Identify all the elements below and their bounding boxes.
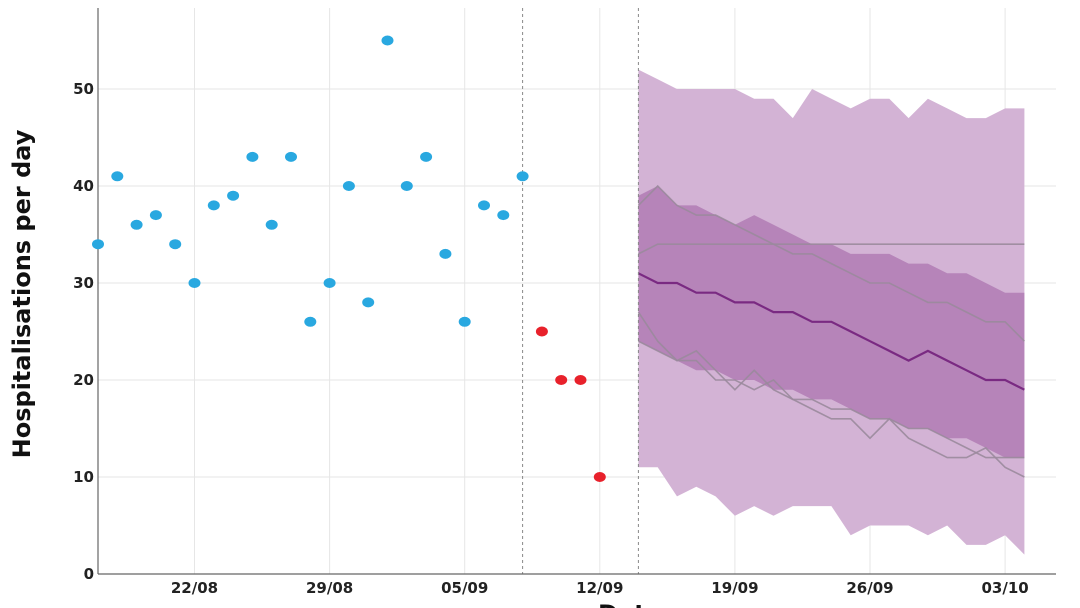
simulation-line	[638, 340, 1025, 478]
observed-data-point	[342, 181, 355, 191]
x-tick-label: 12/09	[576, 579, 623, 597]
observed-data-point	[169, 239, 182, 250]
simulation-line	[637, 184, 1025, 342]
y-tick-label: 10	[73, 468, 94, 486]
recent-data-point	[555, 375, 568, 385]
x-tick-label: 26/09	[846, 579, 893, 597]
x-tick-label: 05/09	[441, 579, 488, 597]
observed-data-point	[516, 171, 529, 182]
observed-data-point	[246, 151, 259, 162]
observed-data-point	[420, 151, 433, 162]
x-tick-label: 22/08	[171, 579, 218, 597]
y-tick-label: 50	[73, 80, 94, 98]
y-axis-label: Hospitalisations per day	[8, 129, 36, 458]
observed-data-point	[92, 239, 104, 250]
observed-data-point	[149, 210, 162, 221]
observed-data-point	[439, 248, 452, 259]
median-line	[637, 272, 1025, 391]
observed-data-point	[458, 316, 471, 327]
data-points	[92, 35, 606, 482]
x-tick-label: 03/10	[981, 579, 1028, 597]
vertical-markers	[522, 8, 639, 574]
observed-data-point	[227, 190, 240, 201]
recent-data-point	[535, 326, 548, 337]
recent-data-point	[593, 472, 606, 482]
observed-data-point	[497, 210, 510, 221]
x-tick-label: 19/09	[711, 579, 758, 597]
axes	[97, 8, 1056, 575]
observed-data-point	[207, 200, 220, 211]
observed-data-point	[188, 278, 201, 288]
observed-data-point	[323, 278, 336, 288]
y-tick-label: 0	[84, 565, 94, 583]
recent-data-point	[574, 375, 587, 385]
x-tick-label: 29/08	[306, 579, 353, 597]
simulation-line	[637, 311, 1025, 459]
observed-data-point	[400, 181, 413, 191]
observed-data-point	[304, 316, 317, 327]
y-tick-label: 40	[73, 177, 94, 195]
observed-data-point	[285, 151, 297, 162]
observed-data-point	[381, 35, 394, 46]
y-tick-label: 20	[73, 371, 94, 389]
observed-data-point	[362, 297, 375, 308]
x-axis-label: Dat	[598, 600, 646, 608]
tick-labels: 0 10 20 30 40 50 22/08 29/08 05/09 12/09 19/09 26/0…	[73, 80, 1029, 597]
forecast-lines	[637, 184, 1025, 478]
observed-data-point	[130, 219, 143, 230]
simulation-line	[638, 243, 1025, 255]
y-tick-label: 30	[73, 274, 94, 292]
observed-data-point	[265, 219, 278, 230]
observed-data-point	[478, 200, 490, 211]
observed-data-point	[111, 171, 124, 182]
